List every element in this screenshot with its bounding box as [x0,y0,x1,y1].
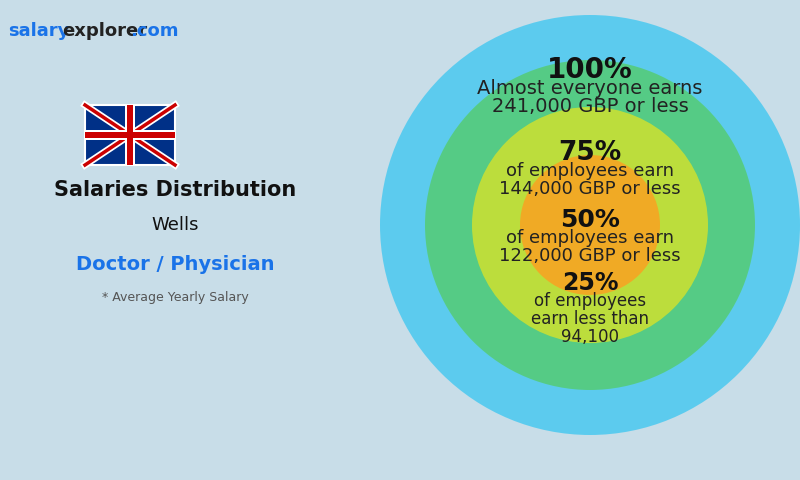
Text: of employees earn: of employees earn [506,229,674,247]
Circle shape [380,15,800,435]
Bar [85,130,175,140]
Text: of employees: of employees [534,292,646,310]
Text: 100%: 100% [547,56,633,84]
Bar [85,132,175,138]
Text: 25%: 25% [562,271,618,295]
Bar [127,105,133,165]
Text: of employees earn: of employees earn [506,162,674,180]
Text: 144,000 GBP or less: 144,000 GBP or less [499,180,681,198]
Text: .com: .com [130,22,178,40]
Circle shape [472,107,708,343]
Text: Salaries Distribution: Salaries Distribution [54,180,296,200]
Circle shape [520,155,660,295]
Text: earn less than: earn less than [531,310,649,328]
Text: 122,000 GBP or less: 122,000 GBP or less [499,247,681,265]
Text: Wells: Wells [151,216,198,234]
Bar [125,105,135,165]
Text: Almost everyone earns: Almost everyone earns [478,79,702,97]
Text: 50%: 50% [560,208,620,232]
Text: explorer: explorer [62,22,147,40]
Circle shape [425,60,755,390]
Text: 75%: 75% [558,140,622,166]
Text: 241,000 GBP or less: 241,000 GBP or less [492,96,688,116]
Text: 94,100: 94,100 [561,328,619,346]
Text: * Average Yearly Salary: * Average Yearly Salary [102,290,248,303]
Text: salary: salary [8,22,70,40]
Bar [85,105,175,165]
Text: Doctor / Physician: Doctor / Physician [76,255,274,275]
